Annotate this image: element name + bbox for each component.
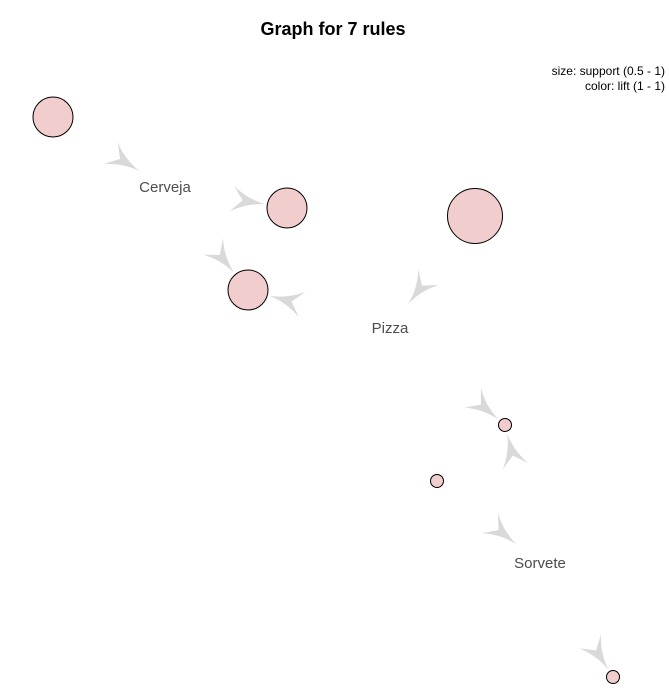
- edge-arrow-sorvete-r7: [579, 634, 609, 670]
- edge-arrow-cerveja-r2: [229, 185, 266, 212]
- rule-node-r6: [430, 474, 444, 488]
- edge-arrow-pizza-r4: [269, 291, 306, 317]
- rule-node-r4: [227, 269, 269, 311]
- rule-node-r1: [32, 96, 74, 138]
- edge-arrow-sorvete-r5: [502, 433, 528, 470]
- rule-node-r2: [266, 187, 308, 229]
- item-label-cerveja: Cerveja: [139, 179, 191, 196]
- item-label-sorvete: Sorvete: [514, 555, 566, 572]
- item-label-pizza: Pizza: [372, 320, 409, 337]
- legend-size-text: size: support (0.5 - 1): [552, 64, 665, 78]
- edge-arrow-r6-sorvete: [481, 513, 517, 545]
- edge-arrow-cerveja-r4: [202, 238, 235, 273]
- rule-nodes-layer: [32, 96, 620, 684]
- graph-title: Graph for 7 rules: [260, 19, 405, 39]
- legend-color-text: color: lift (1 - 1): [585, 79, 665, 93]
- rule-node-r5: [498, 418, 512, 432]
- edge-arrow-pizza-r5: [464, 387, 499, 420]
- rule-node-r7: [606, 670, 620, 684]
- arrows-layer: [103, 142, 609, 670]
- edge-arrow-r3-pizza: [408, 269, 439, 305]
- item-labels-layer: Cerveja Pizza Sorvete: [139, 179, 566, 572]
- rule-node-r3: [447, 188, 503, 244]
- edge-arrow-r1-cerveja: [103, 142, 140, 172]
